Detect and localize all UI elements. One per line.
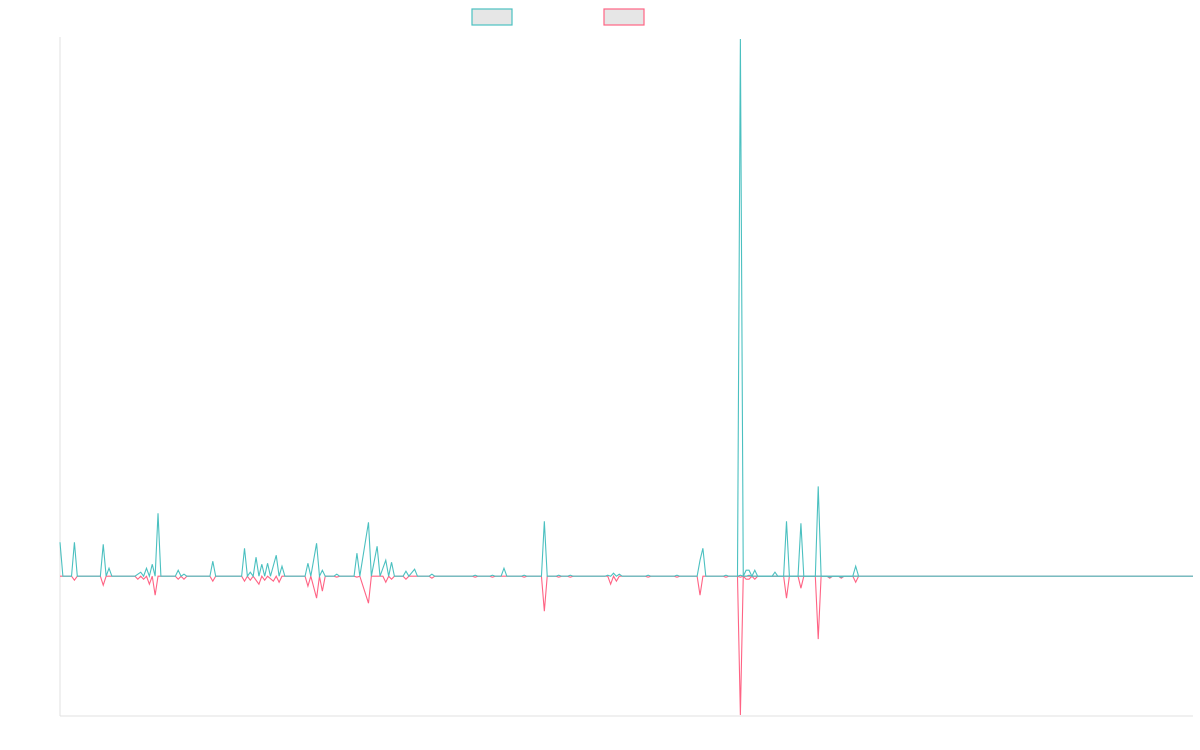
series-line-2 [60,574,1193,612]
series-line-2-peaks [736,574,860,716]
series-line-1 [59,513,1193,579]
legend[interactable] [471,8,645,26]
plot-area [59,38,1193,716]
series-line-1-peaks [736,38,860,578]
legend-swatch-series-2[interactable] [603,8,645,26]
legend-swatch-series-1[interactable] [471,8,513,26]
